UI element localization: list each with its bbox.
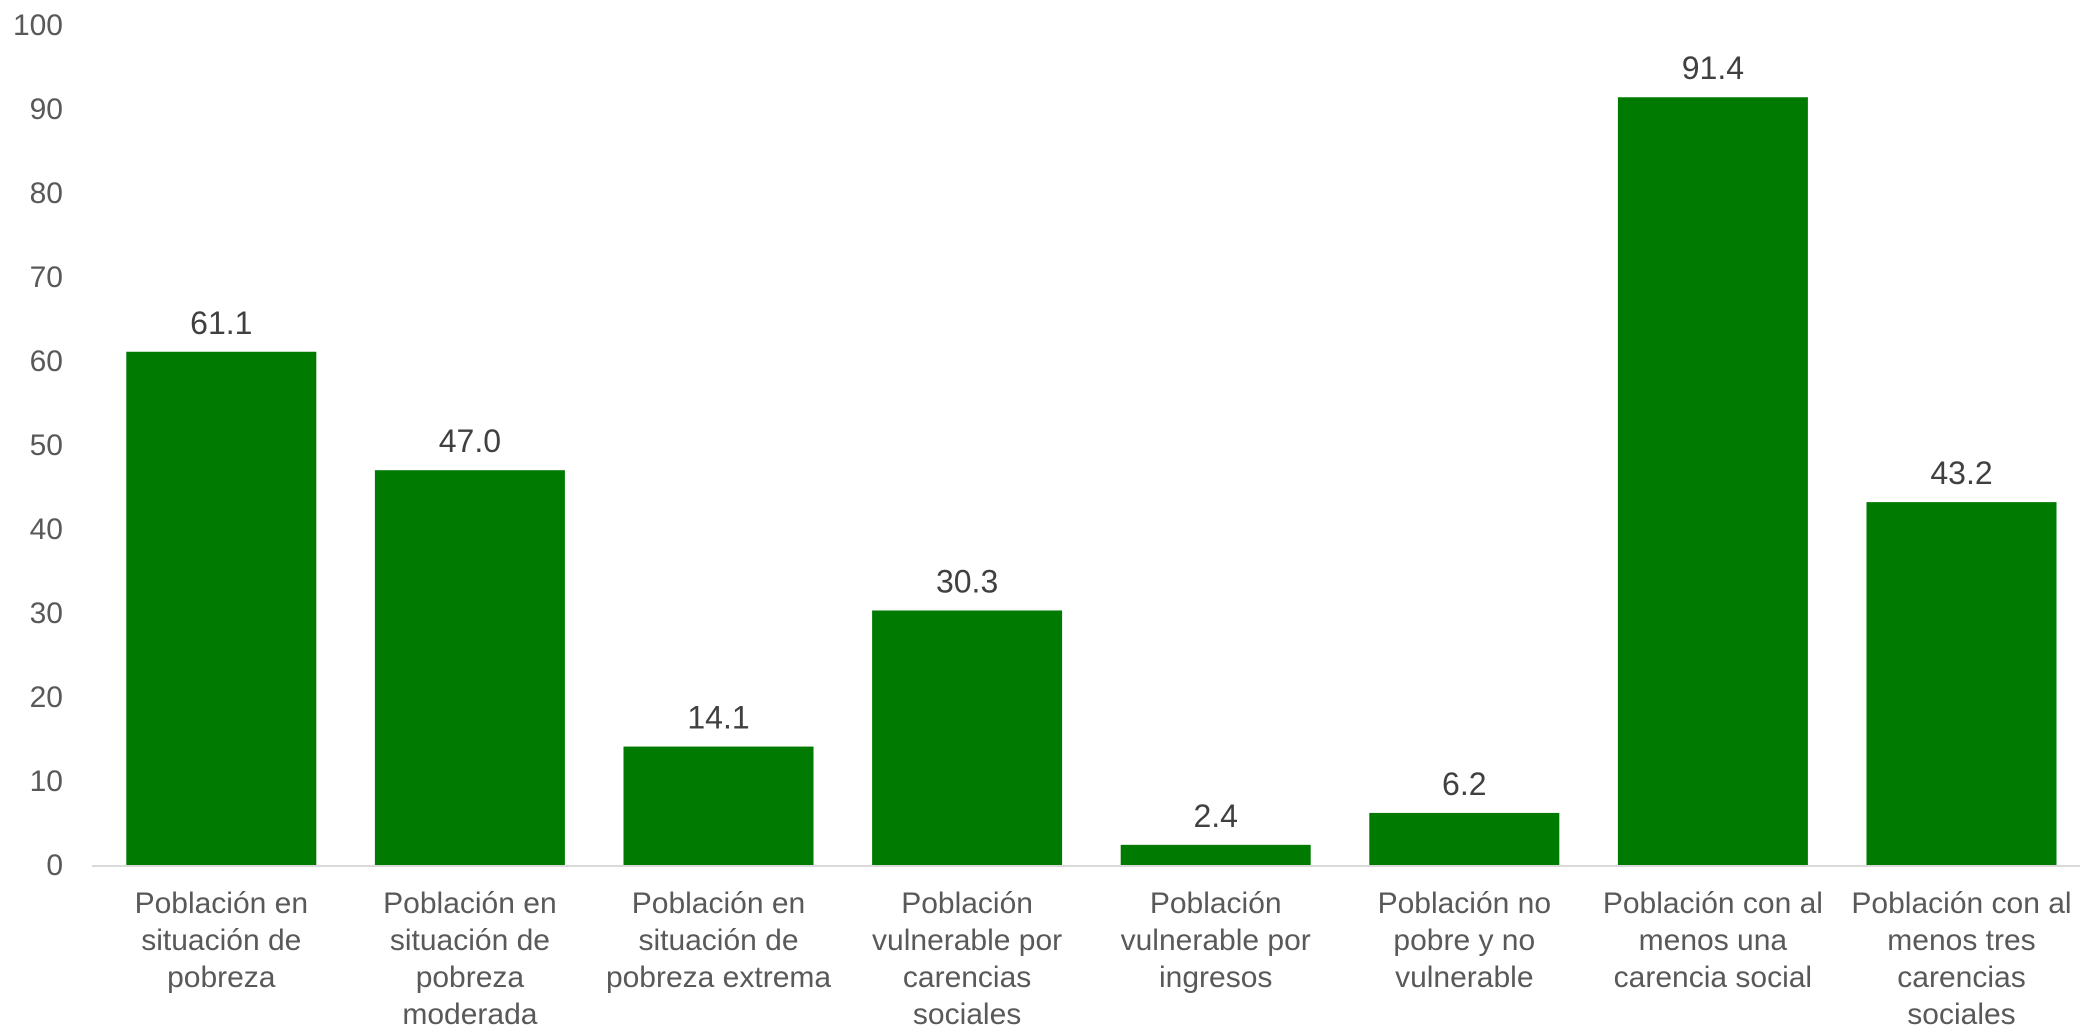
data-label: 14.1 [687, 700, 749, 736]
x-category-label: situación de [390, 924, 550, 957]
x-category-label: vulnerable [1395, 961, 1533, 994]
bar [1617, 97, 1808, 866]
x-category-label: sociales [913, 998, 1021, 1027]
y-tick-label: 80 [30, 177, 63, 210]
x-category-label: menos una [1639, 924, 1788, 957]
x-category-label: sociales [1907, 998, 2015, 1027]
data-label: 61.1 [190, 305, 252, 341]
bar [872, 610, 1063, 865]
x-category-label: ingresos [1159, 961, 1272, 994]
x-category-label: carencias [1897, 961, 2025, 994]
bar [623, 746, 814, 865]
data-label: 91.4 [1682, 50, 1744, 86]
data-label: 6.2 [1442, 766, 1486, 802]
x-category-label: Población en [632, 887, 805, 920]
bar [1120, 844, 1311, 865]
x-category-label: Población en [135, 887, 308, 920]
x-category-label: Población con al [1603, 887, 1823, 920]
y-tick-label: 40 [30, 513, 63, 546]
x-category-label: menos tres [1887, 924, 2035, 957]
x-category-label: vulnerable por [872, 924, 1062, 957]
y-tick-label: 100 [13, 9, 63, 42]
x-category-label: Población en [383, 887, 556, 920]
x-category-label: pobreza [167, 961, 276, 994]
x-category-label: Población no [1378, 887, 1551, 920]
y-tick-label: 20 [30, 681, 63, 714]
x-category-label: pobreza [416, 961, 525, 994]
data-label: 43.2 [1930, 455, 1992, 491]
bar [126, 351, 317, 865]
y-tick-label: 0 [46, 849, 63, 882]
bar [374, 470, 565, 865]
data-label: 2.4 [1193, 798, 1237, 834]
x-category-label: pobreza extrema [606, 961, 831, 994]
y-tick-label: 50 [30, 429, 63, 462]
y-tick-label: 90 [30, 93, 63, 126]
x-category-label: pobre y no [1393, 924, 1535, 957]
x-category-label: situación de [141, 924, 301, 957]
x-category-label: moderada [402, 998, 537, 1027]
y-tick-label: 60 [30, 345, 63, 378]
x-category-label: vulnerable por [1121, 924, 1311, 957]
x-category-label: Población con al [1851, 887, 2071, 920]
x-category-label: Población [901, 887, 1033, 920]
bar [1866, 502, 2057, 865]
data-label: 47.0 [439, 423, 501, 459]
bar [1369, 812, 1560, 865]
x-category-label: carencia social [1614, 961, 1812, 994]
x-category-label: Población [1150, 887, 1282, 920]
y-tick-label: 10 [30, 765, 63, 798]
data-label: 30.3 [936, 563, 998, 599]
y-tick-label: 70 [30, 261, 63, 294]
x-category-label: situación de [638, 924, 798, 957]
y-tick-label: 30 [30, 597, 63, 630]
x-category-label: carencias [903, 961, 1031, 994]
